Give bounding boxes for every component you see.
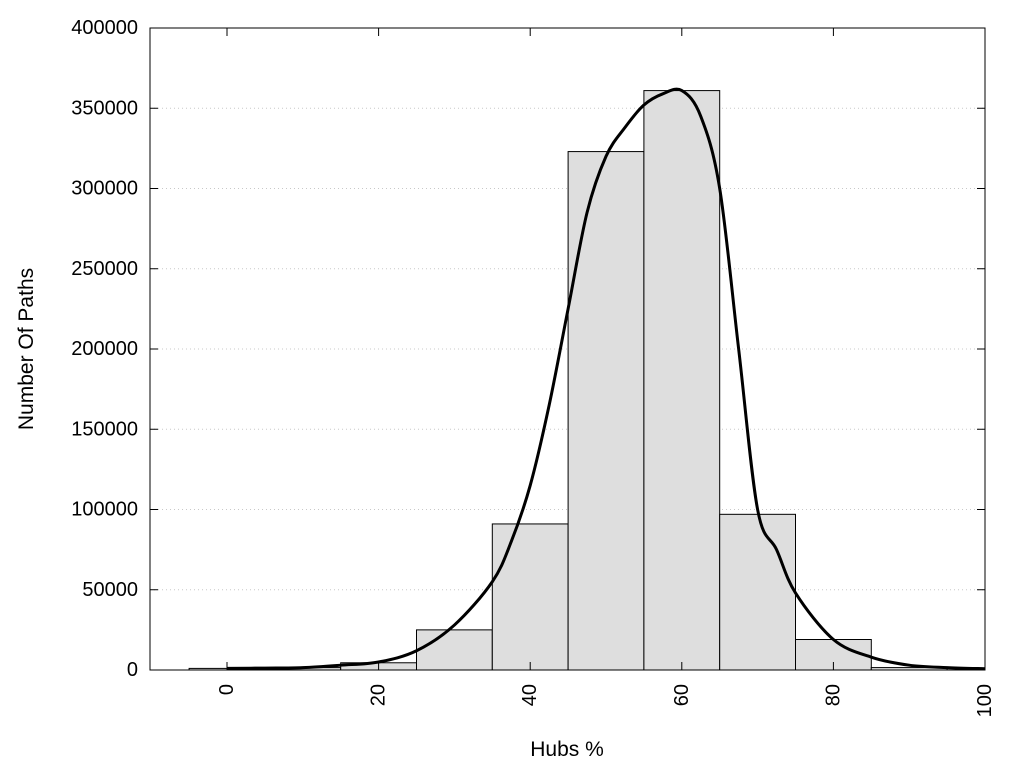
x-tick-label: 60 bbox=[671, 684, 693, 706]
x-axis-title: Hubs % bbox=[530, 738, 604, 761]
y-axis-title: Number Of Paths bbox=[15, 268, 38, 430]
bars bbox=[188, 90, 948, 671]
histogram-bar bbox=[491, 523, 569, 671]
histogram-bar bbox=[567, 151, 645, 671]
density-curve-line bbox=[226, 87, 986, 671]
y-tick-label: 0 bbox=[127, 659, 138, 681]
y-tick-label: 400000 bbox=[71, 17, 138, 39]
x-axis-ticks: 0 20 40 60 80 100 bbox=[216, 28, 996, 717]
x-tick-label: 0 bbox=[216, 684, 238, 695]
x-tick-label: 40 bbox=[519, 684, 541, 706]
y-tick-label: 150000 bbox=[71, 418, 138, 440]
histogram-bar bbox=[643, 90, 721, 671]
y-tick-label: 100000 bbox=[71, 499, 138, 521]
x-tick-label: 100 bbox=[974, 684, 996, 717]
y-axis-ticks: 0 50000 100000 150000 200000 250000 300000 3500… bbox=[71, 17, 985, 681]
density-curve bbox=[226, 87, 986, 671]
y-tick-label: 250000 bbox=[71, 258, 138, 280]
y-tick-label: 200000 bbox=[71, 338, 138, 360]
histogram-bar bbox=[416, 629, 493, 671]
y-tick-label: 50000 bbox=[82, 579, 138, 601]
histogram-bar bbox=[719, 513, 797, 671]
x-tick-label: 20 bbox=[368, 684, 390, 706]
grid-lines bbox=[150, 107, 985, 591]
y-tick-label: 350000 bbox=[71, 97, 138, 119]
x-tick-label: 80 bbox=[822, 684, 844, 706]
y-tick-label: 300000 bbox=[71, 178, 138, 200]
